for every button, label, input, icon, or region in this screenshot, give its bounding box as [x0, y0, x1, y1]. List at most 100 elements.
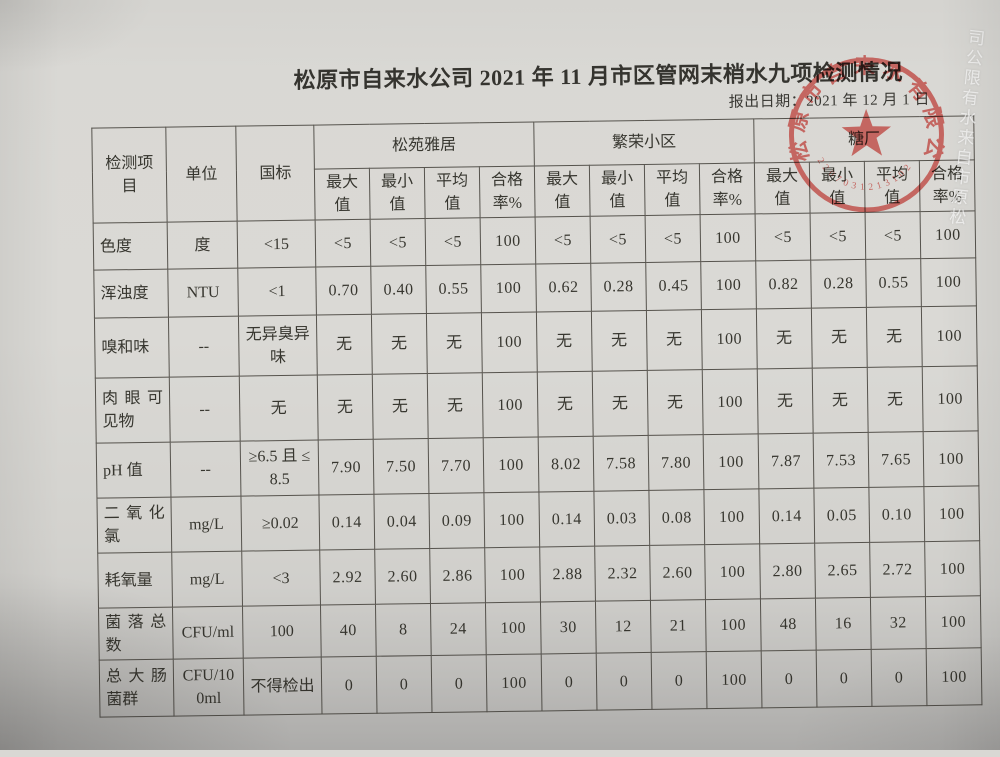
cell-value: 2.60 — [374, 548, 431, 605]
cell-value: 0 — [761, 650, 817, 709]
cell-value: 0 — [541, 653, 598, 712]
cell-unit: -- — [169, 376, 241, 443]
row-item-label: 二氧化氯 — [96, 497, 172, 554]
cell-value: 0.14 — [758, 488, 815, 545]
cell-value: 100 — [482, 372, 539, 439]
cell-value: 2.92 — [319, 549, 376, 606]
svg-text:2207031213102: 2207031213102 — [815, 155, 917, 194]
cell-standard: 100 — [242, 605, 322, 659]
cell-value: 0.09 — [428, 493, 485, 549]
subheader-avg: 平均值 — [644, 163, 701, 216]
cell-value: 0.55 — [865, 258, 922, 308]
cell-value: 0.70 — [315, 266, 372, 316]
cell-value: <5 — [645, 215, 701, 263]
cell-value: 无 — [756, 308, 813, 370]
cell-value: 2.86 — [429, 548, 486, 604]
cell-value: 0.10 — [868, 486, 925, 543]
cell-value: 100 — [484, 547, 541, 604]
cell-value: 无 — [757, 368, 814, 435]
cell-value: 100 — [922, 366, 979, 432]
cell-value: 100 — [926, 648, 982, 706]
cell-standard: 无异臭异味 — [238, 315, 318, 377]
cell-value: <5 — [590, 215, 646, 264]
seal-star-icon — [841, 108, 892, 157]
cell-value: 100 — [924, 541, 981, 597]
cell-value: 100 — [925, 596, 982, 649]
cell-value: 0 — [816, 649, 872, 708]
cell-value: 100 — [703, 434, 759, 491]
cell-unit: -- — [170, 441, 241, 498]
cell-value: 0.82 — [755, 260, 812, 310]
cell-value: 2.60 — [649, 545, 706, 601]
cell-value: 21 — [650, 600, 707, 653]
cell-value: 48 — [760, 598, 817, 652]
cell-value: 无 — [811, 307, 868, 369]
cell-value: 100 — [485, 602, 542, 656]
cell-value: 7.87 — [758, 433, 814, 490]
group-header-fanrong-xiaoqu: 繁荣小区 — [533, 118, 755, 166]
cell-unit: NTU — [167, 268, 239, 318]
cell-value: <5 — [535, 216, 591, 265]
cell-value: 无 — [536, 311, 593, 373]
cell-value: <5 — [425, 218, 481, 266]
cell-value: 无 — [427, 373, 484, 439]
cell-value: 100 — [483, 492, 540, 549]
cell-value: <5 — [370, 218, 426, 267]
cell-value: 8 — [375, 603, 432, 657]
cell-value: 无 — [317, 374, 374, 441]
cell-value: 40 — [320, 604, 377, 658]
cell-value: 30 — [540, 601, 597, 655]
cell-standard: ≥0.02 — [240, 495, 320, 552]
cell-value: 0 — [651, 652, 707, 710]
cell-value: 无 — [371, 313, 428, 375]
seal-serial-number: 2207031213102 — [815, 155, 917, 194]
subheader-min: 最小值 — [589, 164, 646, 217]
row-item-label: 肉眼可见物 — [95, 377, 171, 444]
cell-value: 0 — [321, 656, 378, 715]
cell-value: 16 — [815, 597, 872, 651]
cell-value: 7.65 — [868, 431, 924, 488]
cell-value: 100 — [702, 369, 759, 436]
cell-standard: ≥6.5 且 ≤8.5 — [240, 440, 319, 497]
row-item-label: 色度 — [93, 222, 168, 271]
cell-value: 100 — [920, 258, 977, 307]
cell-value: 100 — [704, 544, 761, 601]
seal-ring — [788, 57, 944, 213]
row-item-label: 总大肠菌群 — [99, 659, 175, 718]
cell-value: 无 — [591, 310, 648, 372]
cell-value: 100 — [921, 306, 978, 367]
cell-value: 7.50 — [373, 438, 429, 495]
cell-value: 0 — [376, 655, 433, 714]
cell-value: 100 — [923, 431, 979, 487]
cell-value: 0.04 — [373, 493, 430, 550]
cell-unit: CFU/100ml — [173, 658, 245, 717]
cell-value: 100 — [700, 261, 757, 311]
row-item-label: 菌落总数 — [98, 607, 174, 661]
cell-standard: <3 — [241, 550, 321, 607]
cell-value: 7.58 — [593, 435, 649, 492]
subheader-max: 最大值 — [314, 168, 371, 221]
cell-unit: -- — [168, 316, 240, 378]
cell-value: 2.32 — [594, 545, 651, 602]
cell-value: 0.55 — [425, 265, 482, 314]
cell-unit: 度 — [167, 221, 238, 270]
cell-value: 无 — [647, 370, 704, 436]
cell-value: 100 — [700, 214, 756, 263]
cell-value: 100 — [480, 264, 537, 314]
subheader-min: 最小值 — [369, 167, 426, 220]
cell-value: 2.65 — [814, 542, 871, 599]
cell-value: 100 — [705, 599, 762, 653]
cell-value: 2.88 — [539, 546, 596, 603]
cell-value: 24 — [430, 603, 487, 656]
cell-value: 0 — [871, 648, 927, 707]
column-header-unit: 单位 — [165, 126, 238, 223]
cell-value: 8.02 — [538, 436, 594, 493]
cell-value: 7.70 — [428, 438, 484, 494]
cell-value: 100 — [706, 651, 763, 710]
row-item-label: 耗氧量 — [97, 552, 173, 609]
row-item-label: pH 值 — [96, 442, 171, 499]
cell-value: 100 — [703, 489, 760, 546]
cell-standard: 无 — [239, 375, 319, 442]
cell-value: 0.28 — [590, 262, 647, 312]
